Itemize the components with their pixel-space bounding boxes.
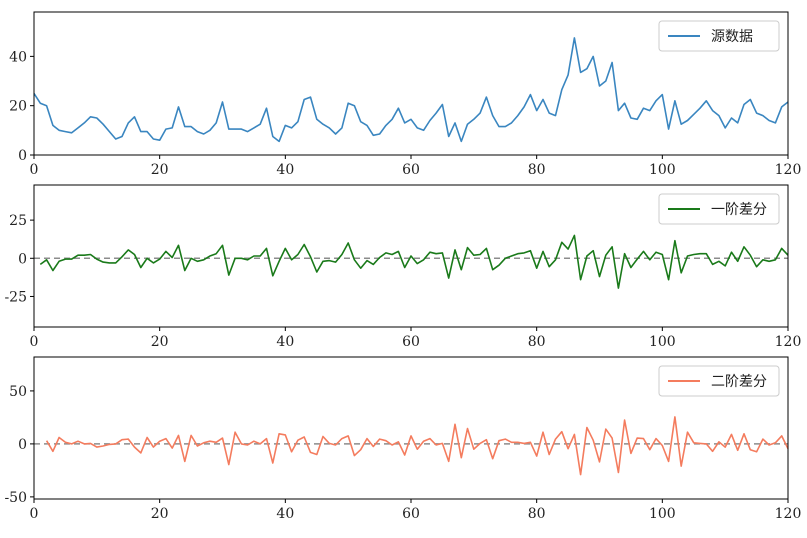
x-tick-label: 0 bbox=[30, 162, 39, 178]
second-difference-legend-box bbox=[658, 365, 780, 397]
y-tick-label: 0 bbox=[18, 251, 27, 267]
first-difference-series-line bbox=[39, 234, 789, 289]
x-tick-label: 80 bbox=[528, 162, 546, 178]
x-tick-label: 120 bbox=[775, 506, 802, 522]
x-tick-label: 60 bbox=[402, 506, 420, 522]
y-tick-label: 0 bbox=[18, 437, 27, 453]
y-tick-label: 20 bbox=[9, 99, 27, 115]
second-difference-series-line bbox=[45, 416, 789, 476]
x-tick-label: 0 bbox=[30, 334, 39, 350]
x-tick-label: 20 bbox=[151, 506, 169, 522]
x-tick-label: 100 bbox=[649, 506, 676, 522]
x-tick-label: 40 bbox=[276, 506, 294, 522]
x-tick-label: 40 bbox=[276, 162, 294, 178]
x-tick-label: 60 bbox=[402, 162, 420, 178]
y-tick-label: 50 bbox=[9, 384, 27, 400]
x-tick-label: 20 bbox=[151, 334, 169, 350]
x-tick-label: 80 bbox=[528, 334, 546, 350]
x-tick-label: 120 bbox=[775, 334, 802, 350]
x-tick-label: 40 bbox=[276, 334, 294, 350]
x-tick-label: 0 bbox=[30, 506, 39, 522]
x-tick-label: 20 bbox=[151, 162, 169, 178]
y-tick-label: -50 bbox=[4, 490, 27, 506]
first-difference-legend-box bbox=[658, 193, 780, 225]
x-tick-label: 80 bbox=[528, 506, 546, 522]
x-tick-label: 100 bbox=[649, 334, 676, 350]
x-tick-label: 100 bbox=[649, 162, 676, 178]
second-difference-legend-label: 二阶差分 bbox=[711, 374, 767, 390]
source-data-legend-label: 源数据 bbox=[711, 29, 753, 45]
x-tick-label: 120 bbox=[775, 162, 802, 178]
first-difference-panel: 0 20 40 60 80 100 120 -25 0 25 一阶差分 bbox=[4, 184, 802, 350]
source-data-panel: 0 20 40 60 80 100 120 0 20 40 源数据 bbox=[9, 11, 802, 178]
y-tick-label: 40 bbox=[9, 49, 27, 65]
y-tick-label: 0 bbox=[18, 148, 27, 164]
source-data-series-line bbox=[33, 37, 789, 143]
x-tick-label: 60 bbox=[402, 334, 420, 350]
y-tick-label: -25 bbox=[4, 289, 27, 305]
first-difference-legend-label: 一阶差分 bbox=[711, 202, 767, 218]
y-tick-label: 25 bbox=[9, 213, 27, 229]
source-data-legend-box bbox=[658, 20, 780, 52]
